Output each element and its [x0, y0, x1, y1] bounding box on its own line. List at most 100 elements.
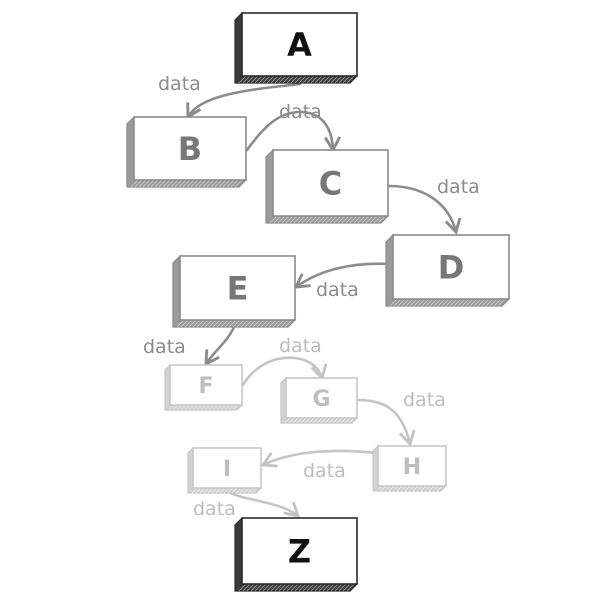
node-box: [179, 255, 296, 321]
node-c: C: [265, 148, 390, 224]
node-hatch: [207, 487, 214, 494]
node-hatch: [203, 487, 210, 494]
node-hatch: [272, 319, 281, 328]
node-hatch: [176, 319, 185, 328]
node-hatch: [154, 179, 163, 188]
node-hatch: [172, 404, 179, 411]
node-hatch: [244, 319, 253, 328]
edge-g-h: data: [356, 389, 446, 447]
node-a: A: [234, 11, 359, 84]
node-hatch: [231, 487, 238, 494]
node-hatch: [212, 319, 221, 328]
node-hatch: [224, 319, 233, 328]
node-hatch: [441, 298, 450, 307]
node-z: Z: [234, 516, 359, 592]
node-hatch: [437, 298, 446, 307]
node-hatch: [392, 485, 399, 492]
node-hatch: [281, 215, 290, 224]
node-hatch: [338, 583, 347, 592]
node-hatch: [232, 319, 241, 328]
node-hatch: [497, 298, 506, 307]
node-hatch: [400, 485, 407, 492]
node-hatch: [158, 179, 167, 188]
node-box: [377, 445, 447, 487]
node-hatch: [174, 179, 183, 188]
node-hatch: [242, 583, 251, 592]
node-hatch: [310, 583, 319, 592]
node-label: F: [198, 374, 213, 399]
node-hatch: [191, 487, 198, 494]
edge-arrow: [387, 184, 462, 235]
edge-arrow: [241, 356, 328, 387]
node-hatch: [254, 583, 263, 592]
node-hatch: [227, 487, 234, 494]
node-hatch: [184, 404, 191, 411]
node-hatch: [200, 404, 207, 411]
node-hatch: [388, 485, 395, 492]
edge-c-d: data: [387, 176, 480, 235]
node-hatch: [429, 298, 438, 307]
node-hatch: [188, 404, 195, 411]
node-hatch: [188, 319, 197, 328]
node-hatch: [461, 298, 470, 307]
node-box: [133, 116, 247, 181]
node-hatch: [433, 298, 442, 307]
edge-label: data: [279, 335, 322, 357]
node-hatch: [200, 319, 209, 328]
node-box: [241, 12, 358, 77]
node-hatch: [274, 75, 283, 84]
node-hatch: [240, 319, 249, 328]
node-hatch: [373, 215, 382, 224]
node-label: D: [438, 249, 465, 287]
node-hatch: [252, 319, 261, 328]
node-hatch: [208, 319, 217, 328]
node-hatch: [184, 319, 193, 328]
node-hatch: [473, 298, 482, 307]
node-hatch: [256, 319, 265, 328]
node-hatch: [342, 583, 351, 592]
node-hatch: [162, 179, 171, 188]
node-hatch: [186, 179, 195, 188]
node-hatch: [306, 75, 315, 84]
node-hatch: [236, 319, 245, 328]
node-hatch: [325, 215, 334, 224]
node-hatch: [220, 319, 229, 328]
node-hatch: [273, 215, 282, 224]
node-hatch: [405, 298, 414, 307]
node-hatch: [235, 487, 242, 494]
edge-d-e: data: [293, 262, 395, 301]
node-hatch: [326, 75, 335, 84]
node-hatch: [298, 583, 307, 592]
node-hatch: [216, 319, 225, 328]
edge-arrow: [293, 262, 395, 289]
node-hatch: [196, 319, 205, 328]
node-hatch: [361, 215, 370, 224]
node-hatch: [226, 179, 235, 188]
node-hatch: [449, 298, 458, 307]
node-hatch: [194, 179, 203, 188]
node-hatch: [465, 298, 474, 307]
node-hatch: [318, 75, 327, 84]
node-hatch: [280, 319, 289, 328]
edge-label: data: [279, 101, 322, 123]
node-hatch: [166, 179, 175, 188]
node-hatch: [170, 179, 179, 188]
node-hatch: [234, 179, 243, 188]
node-hatch: [238, 583, 247, 592]
node-hatch: [196, 404, 203, 411]
node-hatch: [424, 485, 431, 492]
node-hatch: [428, 485, 435, 492]
node-hatch: [223, 487, 230, 494]
node-hatch: [130, 179, 139, 188]
edge-label: data: [158, 73, 201, 95]
node-hatch: [204, 319, 213, 328]
node-box: [192, 447, 262, 489]
node-hatch: [349, 215, 358, 224]
node-hatch: [481, 298, 490, 307]
edge-arrow: [204, 320, 238, 367]
edge-h-i: data: [260, 449, 379, 482]
node-f: F: [164, 363, 244, 411]
node-hatch: [294, 583, 303, 592]
node-hatch: [150, 179, 159, 188]
node-hatch: [266, 583, 275, 592]
